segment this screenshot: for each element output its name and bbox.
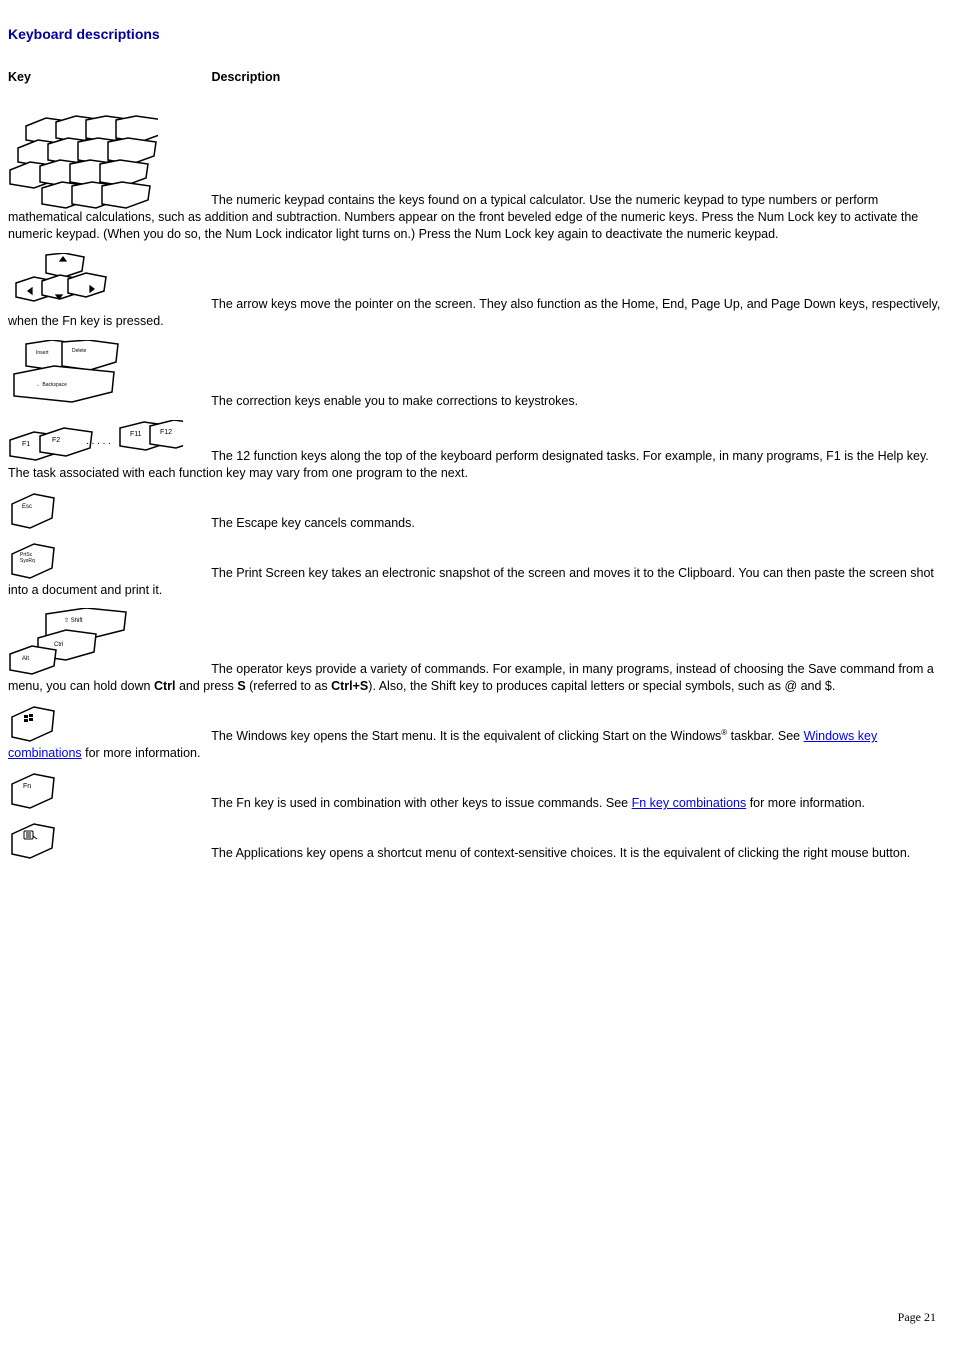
row-arrows: The arrow keys move the pointer on the s… xyxy=(8,253,946,330)
page-number: Page 21 xyxy=(898,1310,936,1325)
row-windows: The Windows key opens the Start menu. It… xyxy=(8,705,946,762)
svg-text:F1: F1 xyxy=(22,441,30,448)
row-printscreen: PrtSc SysRq The Print Screen key takes a… xyxy=(8,542,946,599)
function-keys-icon: F1 F2 . . . . . F11 F12 xyxy=(8,420,208,465)
col-desc-header: Description xyxy=(211,70,280,84)
row-operator: ⇧ Shift Ctrl Alt The operator keys provi… xyxy=(8,608,946,695)
svg-text:F2: F2 xyxy=(52,437,60,444)
row-applications-text: The Applications key opens a shortcut me… xyxy=(211,846,910,860)
row-correction: Insert Delete ← Backspace The correction… xyxy=(8,340,946,410)
row-escape: Esc The Escape key cancels commands. xyxy=(8,492,946,532)
escape-key-icon: Esc xyxy=(8,492,208,532)
fn-key-icon: Fn xyxy=(8,772,208,812)
row-applications: The Applications key opens a shortcut me… xyxy=(8,822,946,862)
correction-keys-icon: Insert Delete ← Backspace xyxy=(8,340,208,410)
row-correction-text: The correction keys enable you to make c… xyxy=(211,394,578,408)
numeric-keypad-icon xyxy=(8,114,208,209)
row-fn-text: The Fn key is used in combination with o… xyxy=(211,796,865,810)
windows-key-icon xyxy=(8,705,208,745)
svg-text:SysRq: SysRq xyxy=(20,558,35,564)
row-fn: Fn The Fn key is used in combination wit… xyxy=(8,772,946,812)
row-function: F1 F2 . . . . . F11 F12 The 12 function … xyxy=(8,420,946,482)
fn-combinations-link[interactable]: Fn key combinations xyxy=(632,796,747,810)
svg-text:⇧ Shift: ⇧ Shift xyxy=(64,617,83,624)
column-headers: Key Description xyxy=(8,70,946,84)
svg-text:Insert: Insert xyxy=(36,350,49,356)
svg-text:Delete: Delete xyxy=(72,348,87,354)
svg-text:. . . . .: . . . . . xyxy=(86,436,111,447)
section-heading: Keyboard descriptions xyxy=(8,26,946,42)
arrow-keys-icon xyxy=(8,253,208,313)
applications-key-icon xyxy=(8,822,208,862)
svg-text:F11: F11 xyxy=(130,431,142,438)
svg-text:Alt: Alt xyxy=(22,656,29,662)
operator-keys-icon: ⇧ Shift Ctrl Alt xyxy=(8,608,208,678)
svg-text:Esc: Esc xyxy=(22,504,32,510)
row-numeric: The numeric keypad contains the keys fou… xyxy=(8,114,946,243)
svg-text:F12: F12 xyxy=(160,429,172,436)
svg-text:← Backspace: ← Backspace xyxy=(36,382,67,388)
svg-text:Fn: Fn xyxy=(23,783,31,790)
row-escape-text: The Escape key cancels commands. xyxy=(211,516,415,530)
col-key-header: Key xyxy=(8,70,208,84)
printscreen-key-icon: PrtSc SysRq xyxy=(8,542,208,582)
svg-text:Ctrl: Ctrl xyxy=(54,642,63,648)
